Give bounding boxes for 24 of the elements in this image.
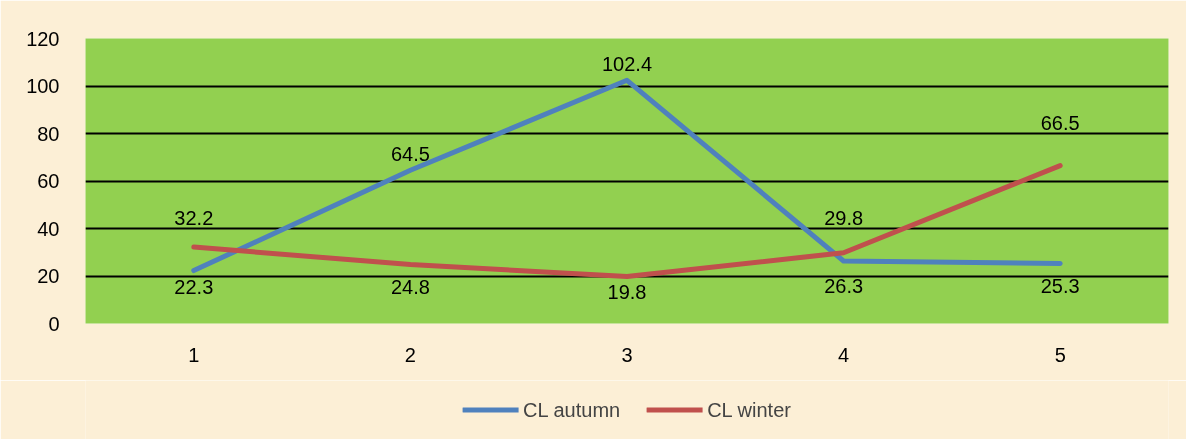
- y-tick-label: 60: [37, 170, 60, 192]
- legend-label: CL winter: [707, 398, 791, 421]
- legend-label: CL autumn: [523, 398, 621, 421]
- data-label: 19.8: [607, 281, 647, 304]
- y-tick-label: 40: [37, 217, 60, 240]
- y-tick-label: 20: [37, 265, 60, 287]
- y-tick-label: 100: [26, 75, 60, 97]
- data-label: 64.5: [390, 143, 430, 166]
- y-tick-label: 0: [48, 312, 60, 335]
- x-tick-label: 5: [1054, 343, 1066, 366]
- data-label: 22.3: [174, 275, 214, 298]
- data-label: 25.3: [1040, 275, 1080, 298]
- data-label: 26.3: [824, 275, 864, 298]
- x-tick-label: 4: [838, 343, 850, 366]
- x-tick-label: 2: [404, 343, 416, 366]
- y-tick-label: 120: [26, 27, 60, 50]
- x-tick-label: 1: [188, 343, 200, 366]
- data-label: 66.5: [1040, 111, 1080, 134]
- data-label: 29.8: [824, 206, 864, 229]
- x-tick-label: 3: [621, 343, 633, 366]
- data-label: 32.2: [174, 207, 214, 230]
- data-label: 102.4: [601, 53, 653, 76]
- y-tick-label: 80: [37, 122, 60, 145]
- data-label: 24.8: [390, 275, 430, 298]
